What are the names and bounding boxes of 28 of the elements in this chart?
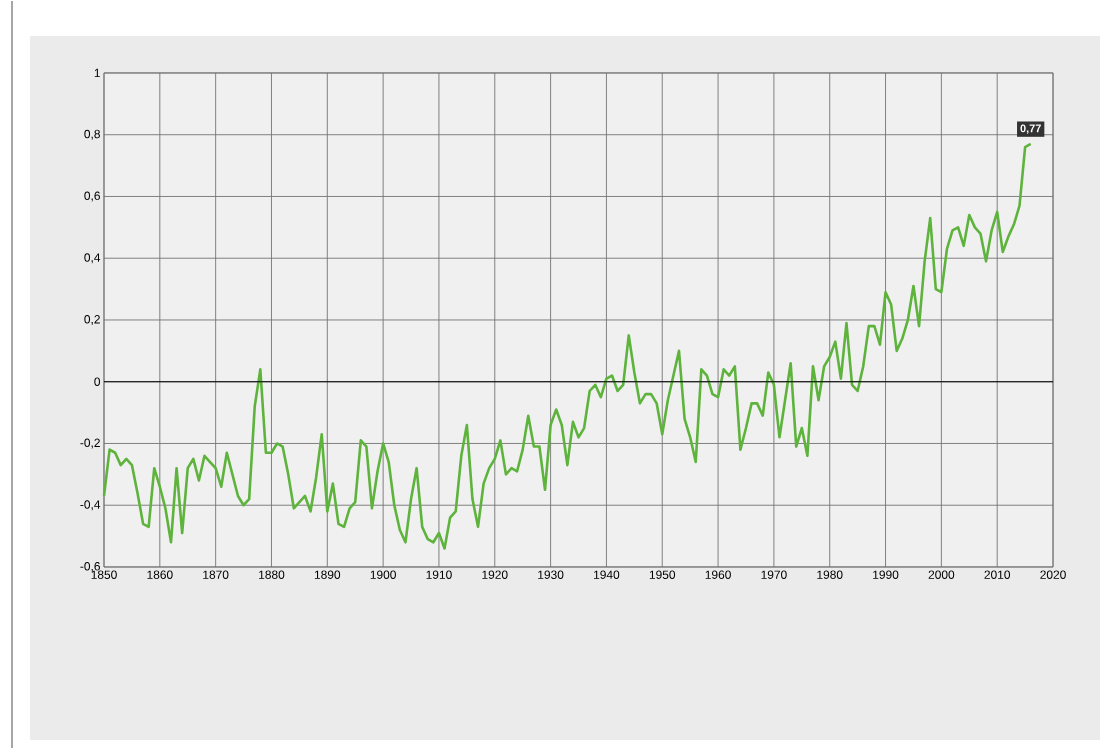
x-tick-label: 1870 [203,570,229,579]
x-tick-label: 1990 [873,570,899,579]
y-tick-label: -0,4 [80,500,101,511]
x-tick-label: 1980 [817,570,843,579]
x-tick-label: 1970 [761,570,787,579]
y-tick-label: 0 [94,377,101,386]
x-tick-label: 1890 [314,570,341,579]
x-tick-label: 1960 [705,570,731,579]
x-tick-label: 1940 [594,570,620,579]
annotation: 0,77 [1020,124,1041,134]
x-tick-label: 2020 [1040,570,1066,579]
x-tick-label: 1900 [370,570,396,579]
y-tick-label: -0,2 [80,438,100,449]
x-tick-label: 2000 [928,570,955,579]
y-tick-label: 0,8 [84,129,100,140]
x-tick-label: 1860 [147,570,173,579]
y-tick-label: 1 [94,68,100,78]
x-tick-label: 2010 [984,570,1011,579]
y-tick-label: 0,2 [84,315,100,325]
x-tick-label: 1930 [538,570,564,579]
x-tick-label: 1950 [649,570,676,579]
y-tick-label: 0,6 [84,191,100,202]
x-tick-label: 1920 [482,570,508,579]
y-tick-label: -0,6 [80,562,100,572]
x-tick-label: 1880 [259,570,285,579]
y-tick-label: 0,4 [84,253,101,264]
x-tick-label: 1850 [91,570,117,579]
x-tick-label: 1910 [426,570,452,579]
